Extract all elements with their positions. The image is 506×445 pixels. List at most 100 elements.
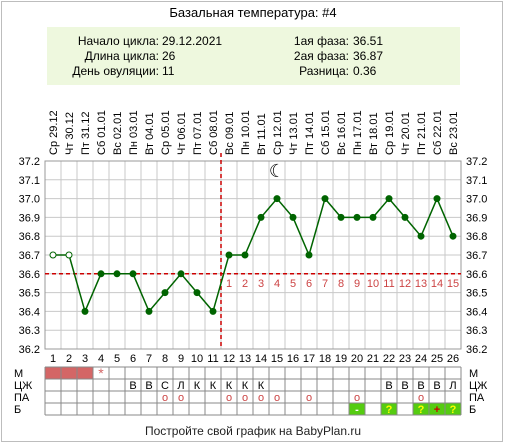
date-label: Пн 03.01: [128, 110, 140, 155]
menses-cell: [61, 367, 77, 379]
mucus-mark: В: [129, 380, 136, 392]
x-tick: 2: [66, 353, 72, 365]
test-mark: ?: [386, 404, 393, 416]
data-point: [321, 195, 329, 203]
mucus-mark: К: [226, 380, 233, 392]
row-label: Б: [14, 404, 21, 416]
data-point: [97, 270, 105, 278]
row-label-right: ЦЖ: [469, 380, 487, 392]
x-tick: 17: [303, 353, 315, 365]
x-tick: 21: [367, 353, 379, 365]
x-tick: 20: [351, 353, 363, 365]
mucus-mark: К: [258, 380, 265, 392]
x-tick: 3: [82, 353, 88, 365]
y-tick-left: 37.0: [19, 194, 40, 206]
data-point: [113, 270, 121, 278]
date-label: Чт 30.12: [64, 112, 76, 155]
test-cell: [349, 403, 365, 415]
date-label: Сб 08.01: [208, 110, 220, 155]
test-mark: -: [355, 404, 359, 416]
date-label: Ср 29.12: [48, 110, 60, 155]
row-label: ПА: [14, 392, 30, 404]
date-label: Пн 10.01: [240, 110, 252, 155]
phase2-day-number: 7: [322, 278, 328, 290]
data-point: [433, 195, 441, 203]
date-label: Пт 07.01: [192, 111, 204, 155]
phase2-day-number: 14: [431, 278, 443, 290]
y-tick-right: 36.3: [466, 325, 487, 337]
x-tick: 9: [178, 353, 184, 365]
x-tick: 12: [223, 353, 235, 365]
date-label: Вт 04.01: [144, 112, 156, 155]
date-label: Вт 18.01: [368, 112, 380, 155]
data-point: [241, 251, 249, 259]
phase1-label: 1ая фаза:: [293, 34, 349, 48]
data-point: [177, 270, 185, 278]
date-label: Вт 11.01: [256, 113, 268, 155]
x-tick: 16: [287, 353, 299, 365]
footer-link[interactable]: Постройте свой график на BabyPlan.ru: [144, 424, 362, 438]
chart-title: Базальная температура: #4: [169, 5, 337, 20]
pa-mark: o: [274, 392, 280, 404]
pa-mark: o: [162, 392, 168, 404]
y-tick-left: 36.7: [19, 250, 40, 262]
phase2-label: 2ая фаза:: [293, 49, 349, 63]
mucus-mark: К: [242, 380, 249, 392]
y-tick-left: 36.6: [19, 269, 40, 281]
y-tick-right: 36.4: [466, 306, 487, 318]
mucus-mark: В: [433, 380, 440, 392]
test-cell: [429, 403, 445, 415]
info-panel: Начало цикла: 29.12.2021 Длина цикла: 26…: [47, 27, 460, 85]
pa-mark: o: [178, 392, 184, 404]
test-mark: ?: [450, 404, 457, 416]
data-point: [49, 251, 57, 259]
x-tick: 10: [191, 353, 203, 365]
phase2-day-number: 1: [226, 278, 232, 290]
y-tick-right: 37.0: [466, 194, 487, 206]
pa-mark: o: [242, 392, 248, 404]
data-point: [209, 307, 217, 315]
date-label: Вс 09.01: [224, 112, 236, 155]
mucus-mark: В: [417, 380, 424, 392]
y-tick-left: 36.2: [19, 344, 40, 356]
date-label: Сб 15.01: [320, 110, 332, 155]
phase2-day-number: 12: [399, 278, 411, 290]
y-tick-right: 36.6: [466, 269, 487, 281]
mucus-mark: Л: [177, 380, 184, 392]
y-tick-right: 36.5: [466, 288, 487, 300]
phase2-day-number: 4: [274, 278, 280, 290]
data-point: [225, 251, 233, 259]
phase2-day-number: 8: [338, 278, 344, 290]
phase2-day-number: 10: [367, 278, 379, 290]
y-tick-right: 37.2: [466, 156, 487, 168]
data-point: [145, 307, 153, 315]
data-point: [337, 213, 345, 221]
date-label: Пт 14.01: [304, 111, 316, 155]
row-label-right: М: [469, 368, 478, 380]
phase2-day-number: 15: [447, 278, 459, 290]
phase1-value: 36.51: [353, 34, 384, 48]
mucus-mark: В: [145, 380, 152, 392]
data-point: [401, 213, 409, 221]
difference-value: 0.36: [353, 64, 377, 78]
cycle-length-value: 26: [162, 49, 176, 63]
x-tick: 5: [114, 353, 120, 365]
y-tick-left: 36.3: [19, 325, 40, 337]
phase2-value: 36.87: [353, 49, 384, 63]
menses-cell: [77, 367, 93, 379]
cycle-length-label: Длина цикла:: [84, 49, 159, 63]
date-label: Пн 17.01: [352, 110, 364, 155]
test-cell: [445, 403, 461, 415]
data-point: [65, 251, 73, 259]
phase2-day-number: 3: [258, 278, 264, 290]
x-tick: 1: [50, 353, 56, 365]
phase2-day-number: 5: [290, 278, 296, 290]
x-tick: 25: [431, 353, 443, 365]
date-label: Чт 20.01: [400, 112, 412, 155]
date-label: Ср 05.01: [160, 110, 172, 155]
data-point: [257, 213, 265, 221]
mucus-mark: К: [194, 380, 201, 392]
plot-area: [44, 160, 462, 350]
cycle-start-value: 29.12.2021: [162, 34, 223, 48]
